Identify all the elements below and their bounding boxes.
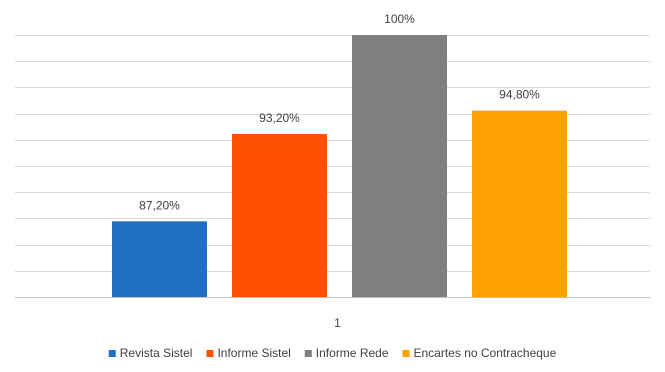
bars	[112, 35, 567, 297]
legend-swatch	[402, 350, 410, 357]
legend-item: Revista Sistel	[108, 346, 193, 360]
bar-encartes-no-contracheque	[472, 110, 567, 297]
data-labels: 87,20% 93,20% 100% 94,80%	[139, 12, 540, 212]
legend-label: Informe Sistel	[217, 346, 290, 360]
data-label: 100%	[384, 12, 415, 26]
legend-swatch	[304, 350, 312, 357]
x-tick-label: 1	[334, 316, 341, 330]
legend: Revista Sistel Informe Sistel Informe Rede…	[108, 346, 557, 360]
bar-informe-sistel	[232, 133, 327, 297]
bar-revista-sistel	[112, 221, 207, 297]
legend-label: Encartes no Contracheque	[414, 346, 557, 360]
data-label: 87,20%	[139, 198, 180, 212]
legend-item: Informe Sistel	[206, 346, 291, 360]
data-label: 94,80%	[499, 88, 540, 102]
legend-item: Informe Rede	[304, 346, 389, 360]
legend-swatch	[108, 350, 116, 357]
legend-item: Encartes no Contracheque	[402, 346, 557, 360]
legend-label: Revista Sistel	[120, 346, 193, 360]
legend-swatch	[206, 350, 214, 357]
data-label: 93,20%	[259, 111, 300, 125]
bar-informe-rede	[352, 35, 447, 297]
legend-label: Informe Rede	[316, 346, 389, 360]
